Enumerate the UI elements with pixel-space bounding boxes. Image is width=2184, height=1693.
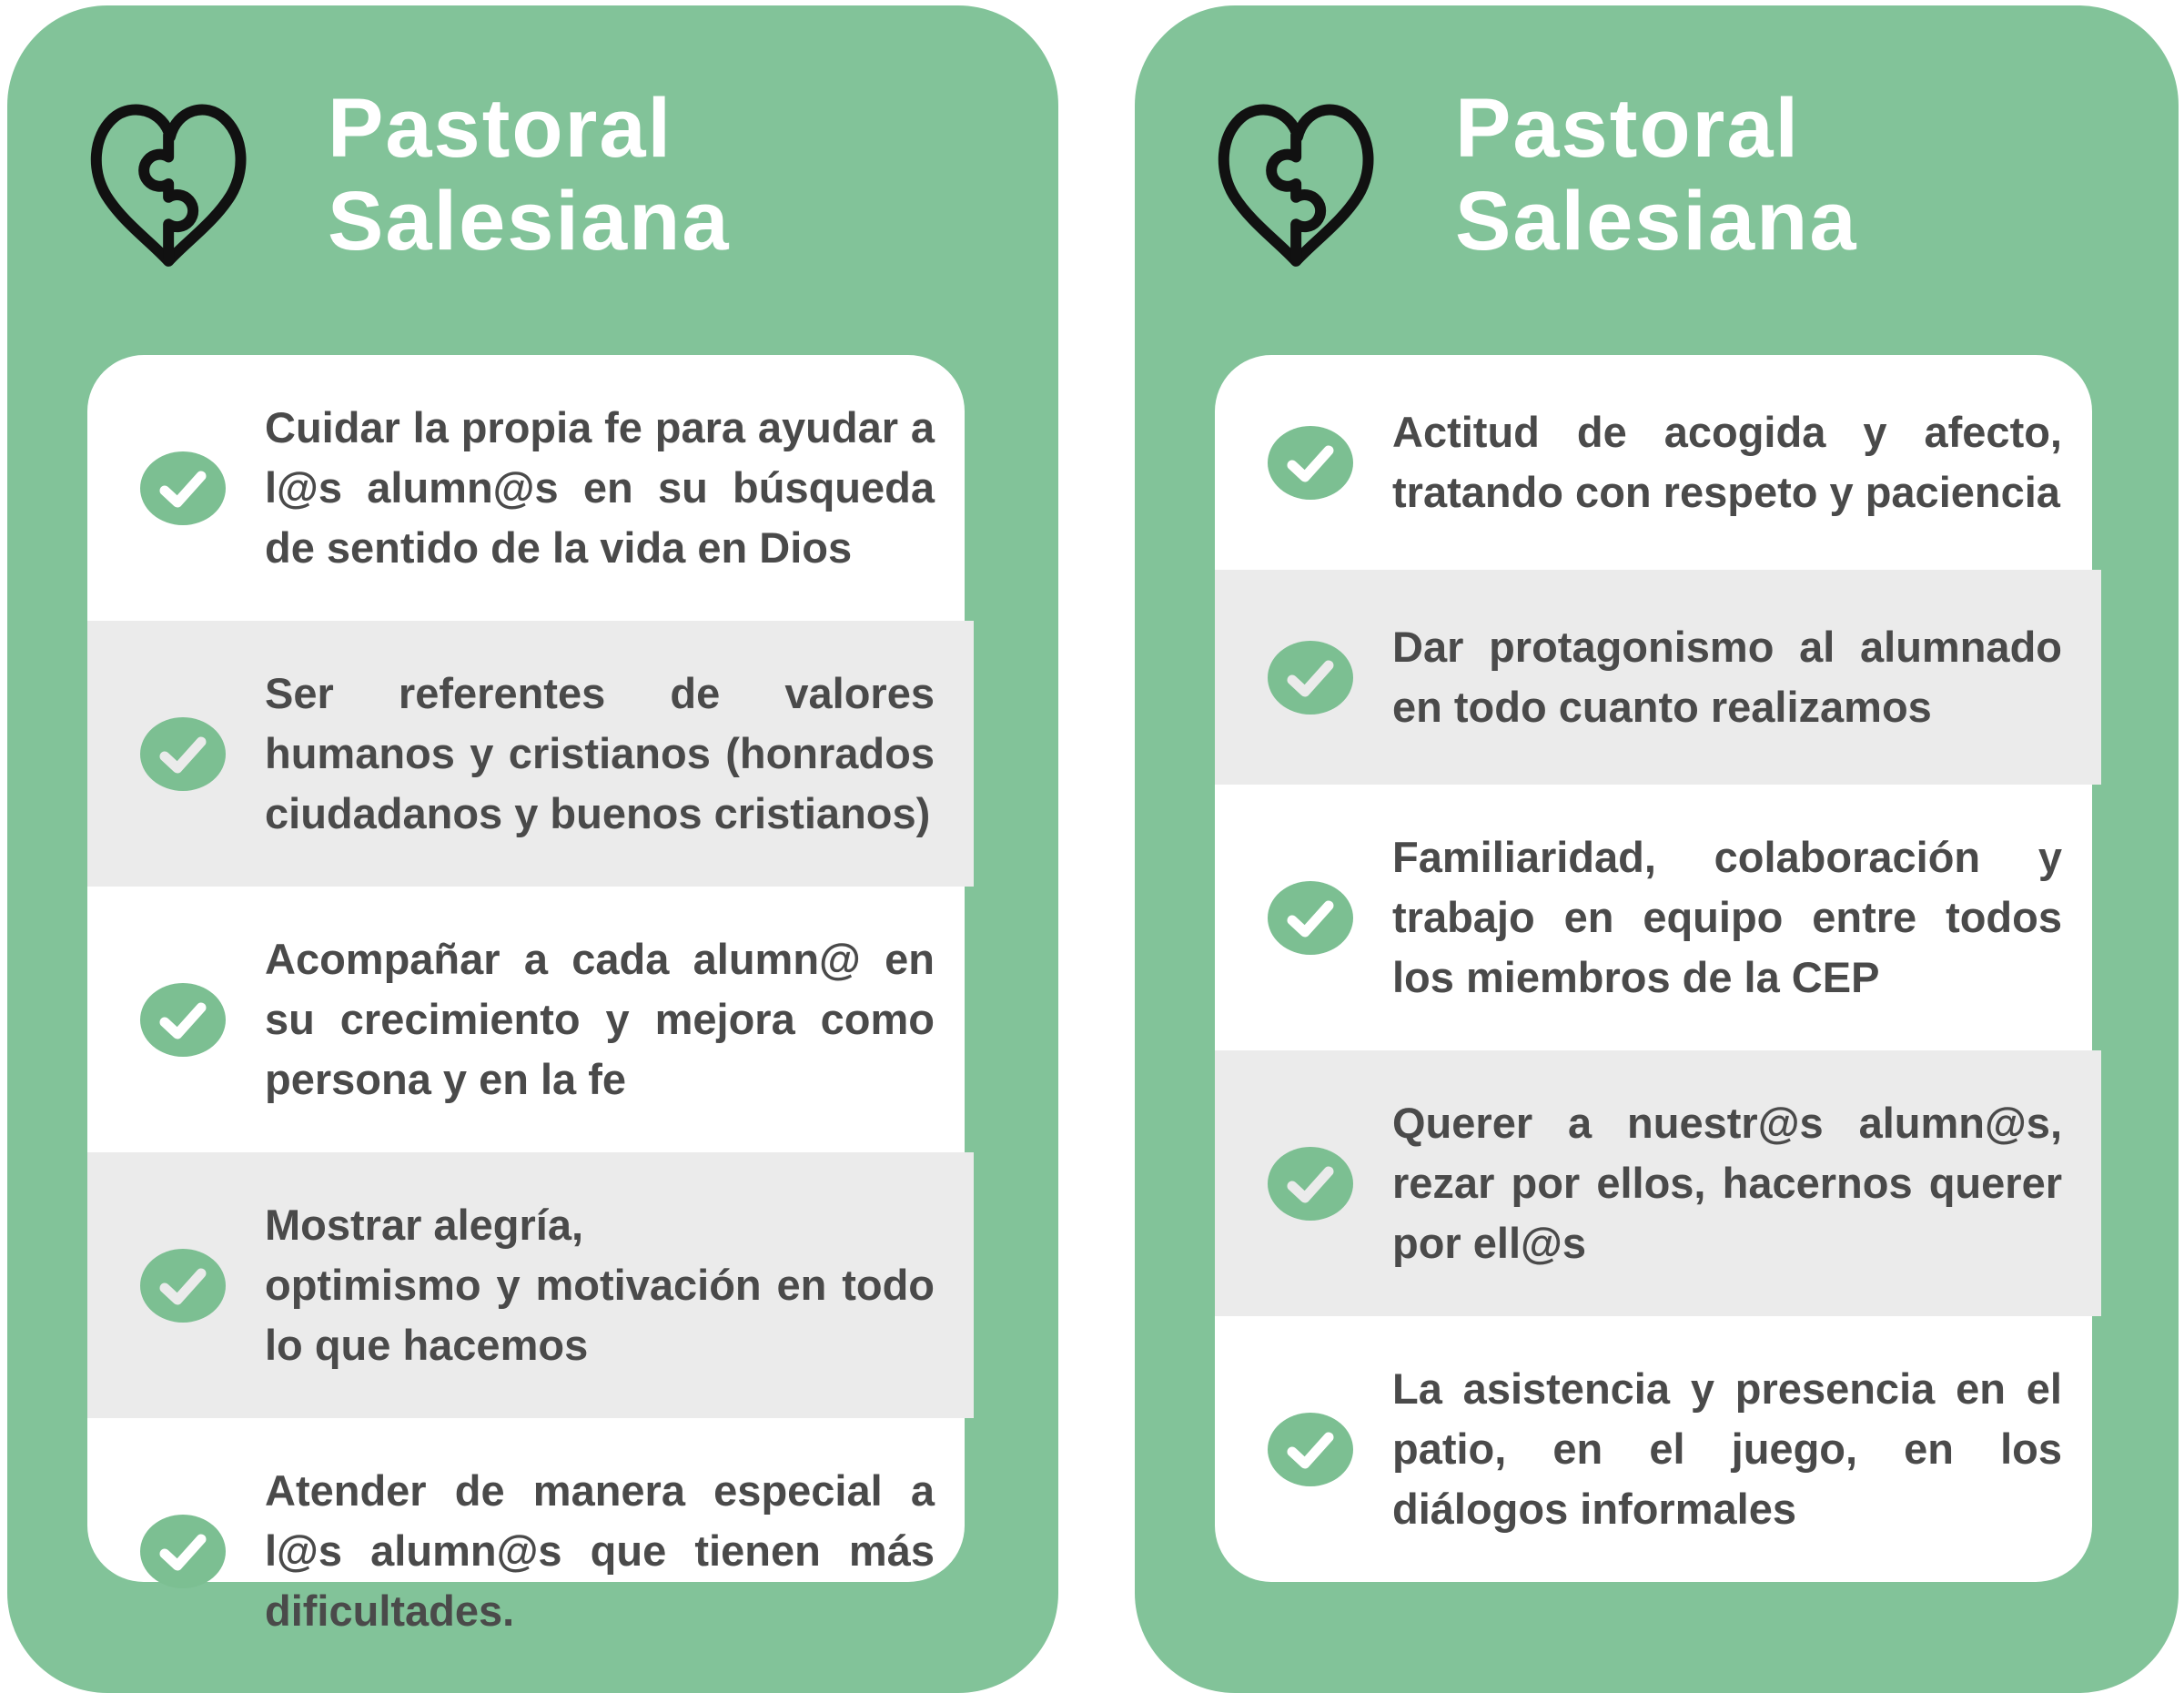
checklist-item: Atender de manera especial a l@s alumn@s… (87, 1418, 974, 1684)
checklist-item: Mostrar alegría, optimismo y motivación … (87, 1152, 974, 1418)
check-icon (1268, 880, 1353, 955)
checklist: Actitud de acogida y afecto, tratando co… (1215, 355, 2101, 1582)
check-icon (140, 716, 226, 791)
checklist-item-text: Ser referentes de valores humanos y cris… (265, 669, 935, 837)
checklist-item: Ser referentes de valores humanos y cris… (87, 621, 974, 887)
check-icon (1268, 1412, 1353, 1486)
checklist-item-text: Cuidar la propia fe para ayudar a l@s al… (265, 403, 935, 572)
checklist: Cuidar la propia fe para ayudar a l@s al… (87, 355, 974, 1635)
check-icon (1268, 1146, 1353, 1221)
checklist-item: Cuidar la propia fe para ayudar a l@s al… (87, 355, 974, 621)
checklist-item-text: La asistencia y presencia en el patio, e… (1392, 1364, 2062, 1533)
checklist-item: La asistencia y presencia en el patio, e… (1215, 1316, 2101, 1582)
check-icon (140, 1248, 226, 1323)
checklist-item: Familiaridad, colaboración y trabajo en … (1215, 785, 2101, 1050)
checklist-item: Querer a nuestr@s alumn@s, rezar por ell… (1215, 1050, 2101, 1316)
poster-background: Pastoral Salesiana Cuidar la propia fe p… (7, 5, 2179, 1693)
card-header: Pastoral Salesiana (7, 5, 1058, 355)
card-title: Pastoral Salesiana (1455, 82, 1858, 268)
checklist-item-text: Familiaridad, colaboración y trabajo en … (1392, 833, 2062, 1001)
check-icon (1268, 640, 1353, 715)
checklist-item: Acompañar a cada alumn@ en su crecimient… (87, 887, 974, 1152)
check-icon (140, 451, 226, 525)
checklist-item-text: Dar protagonismo al alumnado en todo cua… (1392, 623, 2062, 731)
heart-puzzle-icon (1218, 104, 1374, 267)
check-icon (1268, 425, 1353, 500)
pastoral-card-left: Pastoral Salesiana Cuidar la propia fe p… (7, 5, 1058, 1693)
pastoral-card-right: Pastoral Salesiana Actitud de acogida y … (1135, 5, 2179, 1693)
checklist-item: Actitud de acogida y afecto, tratando co… (1215, 355, 2101, 570)
card-header: Pastoral Salesiana (1135, 5, 2179, 355)
checklist-item: Dar protagonismo al alumnado en todo cua… (1215, 570, 2101, 785)
checklist-panel (1215, 355, 2092, 1582)
check-icon (140, 982, 226, 1057)
checklist-item-text: Acompañar a cada alumn@ en su crecimient… (265, 935, 935, 1103)
checklist-item-text: Mostrar alegría, optimismo y motivación … (265, 1201, 935, 1369)
check-icon (140, 1514, 226, 1588)
checklist-item-text: Actitud de acogida y afecto, tratando co… (1392, 408, 2062, 516)
checklist-item-text: Querer a nuestr@s alumn@s, rezar por ell… (1392, 1099, 2062, 1267)
checklist-item-text: Atender de manera especial a l@s alumn@s… (265, 1466, 935, 1635)
heart-puzzle-icon (90, 104, 247, 267)
card-title: Pastoral Salesiana (328, 82, 731, 268)
